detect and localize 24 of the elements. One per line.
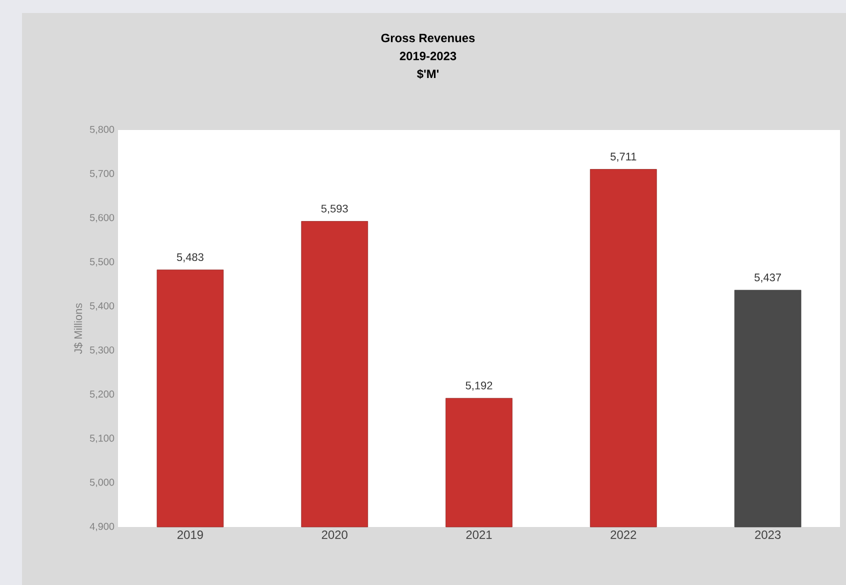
data-label: 5,711 (610, 152, 636, 162)
x-tick-label: 2019 (177, 530, 203, 539)
data-label: 5,483 (176, 253, 204, 262)
y-tick-label: 5,400 (90, 302, 114, 311)
y-tick-label: 5,600 (90, 214, 114, 222)
y-tick-label: 5,300 (90, 346, 114, 355)
text: $'M' (417, 69, 439, 79)
y-axis-title: J$ Millions (74, 303, 83, 354)
y-tick-label: 5,700 (90, 170, 114, 178)
data-label: 5,192 (466, 382, 492, 391)
y-tick-label: 4,900 (90, 522, 114, 532)
chart-title: Gross Revenues (381, 34, 475, 42)
x-tick-label: 2020 (322, 530, 348, 539)
data-label: 5,437 (754, 274, 781, 283)
x-tick-label: 2022 (610, 530, 636, 539)
y-tick-label: 5,200 (90, 390, 114, 399)
x-tick-label: 2023 (755, 530, 781, 539)
y-tick-label: 5,000 (90, 478, 114, 488)
y-tick-label: 5,500 (90, 258, 114, 266)
data-label: 5,593 (321, 204, 348, 214)
x-tick-label: 2021 (466, 530, 492, 539)
y-tick-label: 5,800 (90, 126, 114, 134)
y-tick-label: 5,100 (90, 434, 114, 443)
chart-subtitle: 2019-2023 (400, 52, 456, 60)
